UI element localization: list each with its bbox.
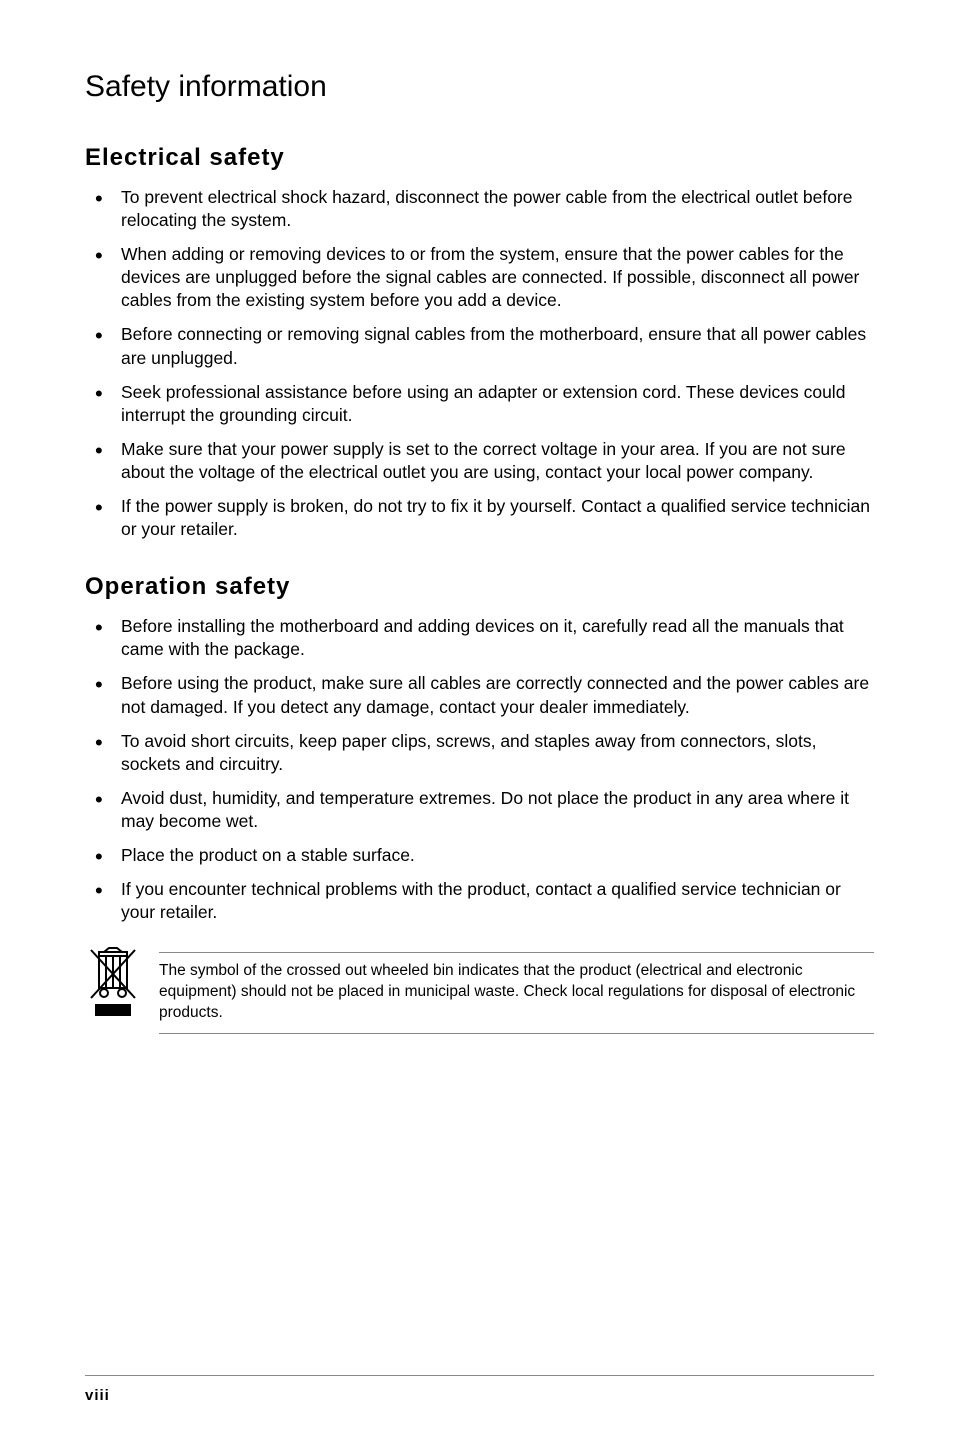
section-heading-electrical: Electrical safety	[85, 144, 874, 172]
list-item: Place the product on a stable surface.	[85, 844, 874, 867]
list-item: Seek professional assistance before usin…	[85, 381, 874, 427]
list-item: When adding or removing devices to or fr…	[85, 243, 874, 312]
electrical-list: To prevent electrical shock hazard, disc…	[85, 186, 874, 541]
list-item: If the power supply is broken, do not tr…	[85, 495, 874, 541]
list-item: Before using the product, make sure all …	[85, 672, 874, 718]
list-item: If you encounter technical problems with…	[85, 878, 874, 924]
weee-note-row: The symbol of the crossed out wheeled bi…	[85, 946, 874, 1034]
list-item: To prevent electrical shock hazard, disc…	[85, 186, 874, 232]
list-item: To avoid short circuits, keep paper clip…	[85, 730, 874, 776]
footer-rule	[85, 1375, 874, 1376]
list-item: Before installing the motherboard and ad…	[85, 615, 874, 661]
list-item: Make sure that your power supply is set …	[85, 438, 874, 484]
page-number: viii	[85, 1387, 110, 1404]
weee-bin-icon	[85, 946, 141, 1020]
operation-list: Before installing the motherboard and ad…	[85, 615, 874, 924]
section-heading-operation: Operation safety	[85, 573, 874, 601]
page-title: Safety information	[85, 70, 874, 104]
weee-note-text: The symbol of the crossed out wheeled bi…	[159, 952, 874, 1034]
list-item: Avoid dust, humidity, and temperature ex…	[85, 787, 874, 833]
list-item: Before connecting or removing signal cab…	[85, 323, 874, 369]
